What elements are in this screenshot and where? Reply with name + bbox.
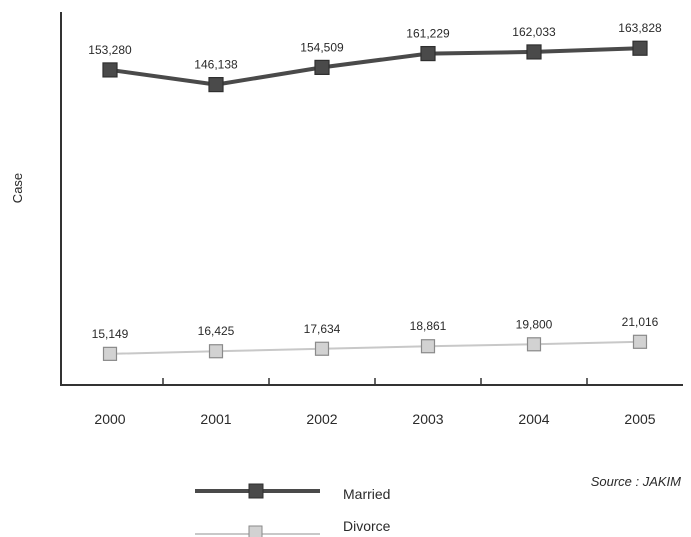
x-tick-label: 2001 [200, 411, 231, 427]
series-line-divorce [109, 340, 641, 355]
data-label-married: 154,509 [300, 40, 344, 54]
data-point-married [632, 40, 648, 56]
legend-marker-married [248, 483, 264, 499]
data-point-divorce [314, 341, 330, 356]
legend-label-married: Married [343, 486, 390, 502]
data-point-divorce [526, 337, 542, 352]
series-married: 153,280 146,138 154,509 161,229 162,033 163,8… [88, 21, 662, 93]
series-line-married [109, 46, 641, 87]
x-tick-label: 2002 [306, 411, 337, 427]
data-point-divorce [420, 339, 436, 354]
x-tick-label: 2004 [518, 411, 549, 427]
x-tick-label: 2005 [624, 411, 655, 427]
legend-marker-divorce [248, 525, 263, 537]
data-point-divorce [208, 344, 224, 359]
data-label-married: 163,828 [618, 21, 662, 35]
data-label-married: 153,280 [88, 43, 132, 57]
series-divorce: 15,149 16,425 17,634 18,861 19,800 21,016 [92, 315, 659, 361]
x-ticks [162, 378, 588, 385]
x-tick-labels: 2000 2001 2002 2003 2004 2005 [94, 411, 655, 427]
chart-axes [60, 12, 683, 386]
data-label-divorce: 21,016 [622, 315, 659, 329]
legend: Married Divorce [195, 483, 391, 537]
data-label-married: 162,033 [512, 25, 556, 39]
data-point-married [208, 77, 224, 93]
legend-label-divorce: Divorce [343, 518, 391, 534]
data-label-married: 161,229 [406, 27, 450, 41]
data-label-divorce: 16,425 [198, 324, 235, 338]
data-point-divorce [632, 334, 648, 349]
data-point-married [420, 45, 436, 62]
source-note: Source : JAKIM [591, 474, 681, 489]
data-point-married [314, 59, 330, 75]
series-layer: 153,280 146,138 154,509 161,229 162,033 163,8… [88, 21, 662, 361]
data-label-divorce: 19,800 [516, 317, 553, 331]
data-point-married [526, 44, 542, 60]
y-axis-label: Case [10, 173, 25, 203]
data-label-married: 146,138 [194, 58, 238, 72]
data-label-divorce: 18,861 [410, 319, 447, 333]
data-label-divorce: 15,149 [92, 327, 129, 341]
x-tick-label: 2003 [412, 411, 443, 427]
data-point-divorce [102, 346, 118, 361]
data-label-divorce: 17,634 [304, 322, 341, 336]
x-tick-label: 2000 [94, 411, 125, 427]
data-point-married [102, 62, 118, 78]
